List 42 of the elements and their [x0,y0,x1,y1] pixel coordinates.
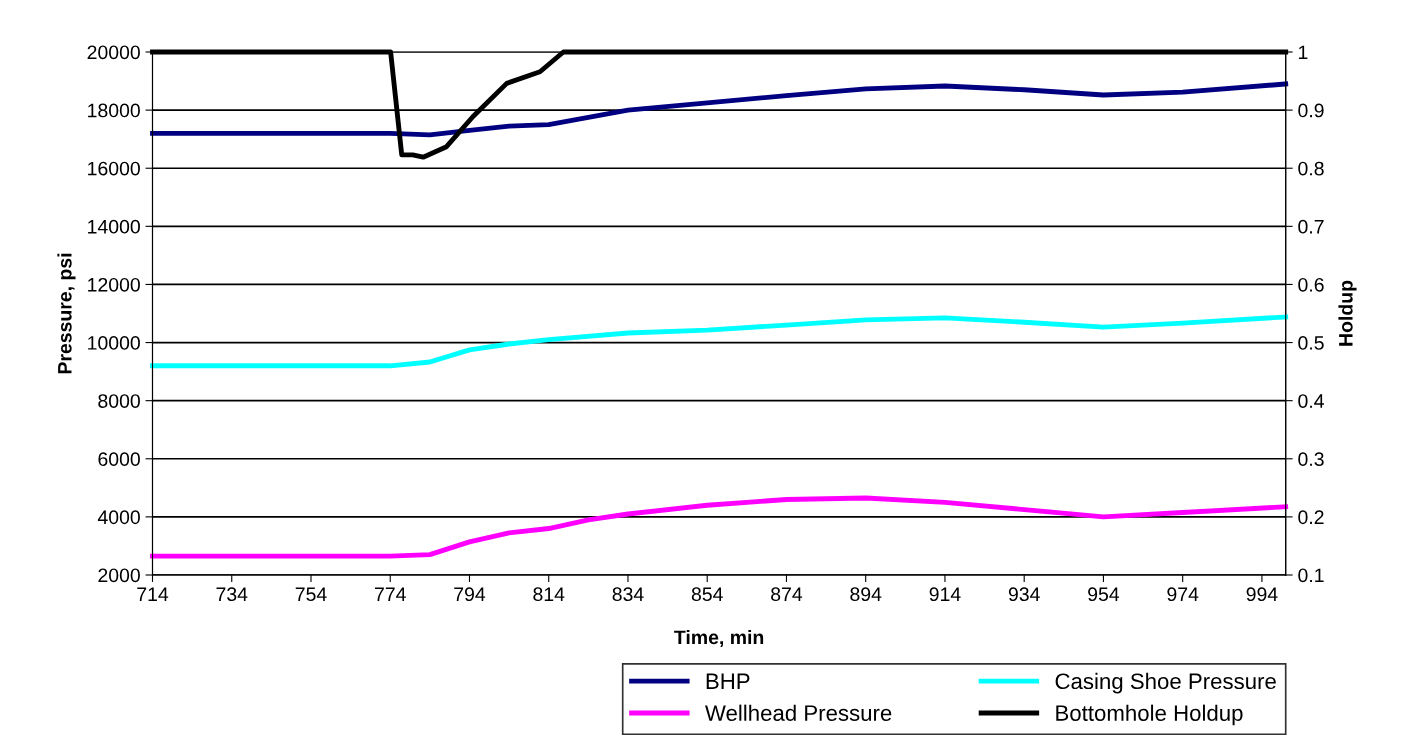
y-tick-label: 8000 [98,394,140,408]
y2-tick-label: 0.3 [1298,452,1324,467]
y-tick-label: 2000 [98,568,140,583]
x-axis-title: Time, min [674,629,764,648]
y-tick-label: 20000 [87,45,140,60]
x-tick-label: 734 [216,587,248,602]
y2-tick-label: 0.8 [1298,161,1324,176]
y2-tick-label: 0.2 [1298,510,1324,525]
x-tick-label: 794 [454,587,486,602]
x-tick-label: 874 [771,587,803,602]
legend-label: Wellhead Pressure [705,704,892,721]
y2-tick-label: 0.5 [1298,336,1324,350]
y2-tick-label: 1 [1298,45,1308,60]
x-tick-label: 754 [295,587,327,602]
y2-tick-label: 0.6 [1298,277,1324,292]
y-tick-label: 14000 [88,219,140,234]
x-tick-label: 774 [375,587,406,601]
x-tick-label: 834 [612,587,644,602]
y2-tick-label: 0.7 [1298,219,1324,234]
y2-tick-label: 0.4 [1298,394,1324,408]
x-tick-label: 854 [691,587,723,602]
x-tick-label: 814 [533,587,565,602]
x-tick-label: 974 [1167,587,1199,602]
y-tick-label: 12000 [88,277,140,292]
legend-label: Bottomhole Holdup [1056,704,1243,726]
x-tick-label: 914 [929,587,961,602]
y2-axis-title: Holdup [1338,280,1357,346]
y-tick-label: 4000 [97,510,140,525]
y-tick-label: 18000 [88,103,140,118]
x-tick-label: 994 [1246,587,1278,602]
y-tick-label: 16000 [88,161,140,176]
y-axis-title: Pressure, psi [57,253,76,374]
y-tick-label: 10000 [88,336,140,350]
x-tick-label: 894 [850,587,882,602]
y-tick-label: 6000 [98,452,140,467]
x-tick-label: 714 [137,587,169,601]
legend-label: Casing Shoe Pressure [1055,672,1276,694]
x-tick-label: 934 [1008,587,1040,602]
x-tick-label: 954 [1088,587,1120,602]
y2-tick-label: 0.9 [1298,103,1324,118]
y2-tick-label: 0.1 [1298,568,1324,583]
legend-label: BHP [706,673,750,689]
